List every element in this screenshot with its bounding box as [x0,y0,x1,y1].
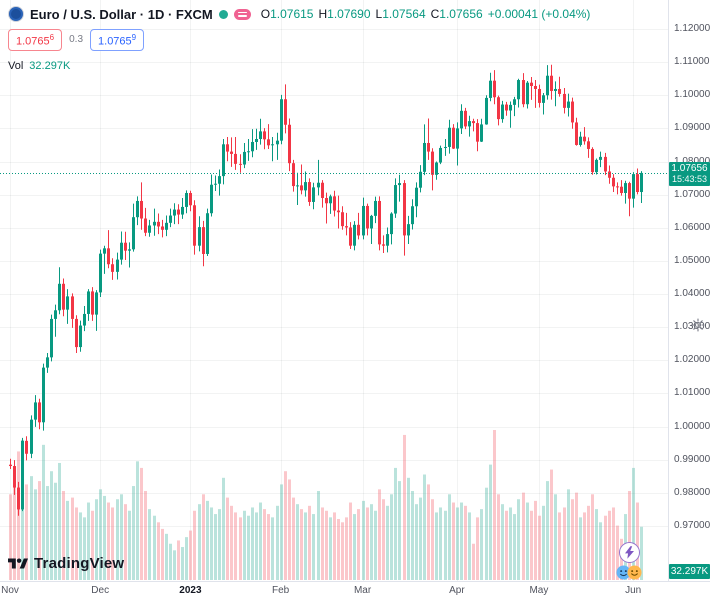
open-value: 1.07615 [270,7,314,21]
symbol-title[interactable]: Euro / U.S. Dollar · 1D · FXCM [30,6,213,22]
symbol-logo-icon [8,6,24,22]
volume-legend-row: Vol 32.297K [8,60,590,72]
price-axis-label: 1.09000 [674,122,710,134]
dot-indicator-icon[interactable] [218,9,228,19]
time-axis-label: Mar [353,585,372,596]
spread-value: 0.3 [69,34,84,46]
time-axis-label: Feb [271,585,290,596]
price-axis-label: 1.06000 [674,221,710,233]
volume-label[interactable]: Vol [8,59,24,72]
price-axis-label: 1.08000 [674,156,710,167]
price-axis-label: 1.01000 [674,387,710,399]
price-scale-settings-icon[interactable] [691,318,705,332]
price-axis-label: 1.10000 [674,89,710,101]
price-scale[interactable]: 1.12000 1.11000 1.10000 1.09000 1.08000 1.070… [668,0,710,582]
symbol-row: Euro / U.S. Dollar · 1D · FXCM O1.07615 … [8,6,590,22]
current-price-value: 1.07656 [671,162,708,174]
price-axis-label: 1.05000 [674,254,710,266]
time-scale[interactable]: Nov Dec 2023 Feb Mar Apr May Jun [0,581,710,600]
price-axis-label: 0.97000 [674,520,710,531]
current-price-badge[interactable]: 1.07656 15:43:53 [669,161,710,186]
time-axis-label: 2023 [179,585,202,596]
menu-pill-icon[interactable] [233,8,251,20]
low-value: 1.07564 [382,7,426,21]
time-axis-label: Dec [91,585,110,596]
price-axis-label: 1.03000 [674,321,710,333]
chart-legend: Euro / U.S. Dollar · 1D · FXCM O1.07615 … [8,6,590,72]
time-axis-label: May [529,585,549,596]
quote-row: 1.07656 0.3 1.07659 [8,29,590,51]
price-axis-label: 1.07000 [674,188,710,200]
close-value: 1.07656 [439,7,483,21]
price-axis-label: 1.04000 [674,288,710,300]
price-axis-label: 1.12000 [674,23,710,34]
time-axis-label: Nov [1,585,19,596]
price-axis-label: 1.02000 [674,354,710,366]
high-value: 1.07690 [327,7,371,21]
price-axis-label: 1.00000 [674,420,710,432]
emoji-reactions-icon[interactable] [616,565,642,580]
tradingview-mark-icon [8,557,28,568]
ohlc-values: O1.07615 H1.07690 L1.07564 C1.07656 +0.0… [260,7,591,21]
bar-countdown: 15:43:53 [671,173,708,184]
change-value: +0.00041 (+0.04%) [487,7,591,21]
sell-button[interactable]: 1.07656 [8,29,63,51]
volume-value: 32.297K [29,59,71,72]
price-axis-label: 0.98000 [674,486,710,498]
tradingview-logo-text: TradingView [34,555,125,572]
price-axis-label: 0.99000 [674,453,710,465]
buy-button[interactable]: 1.07659 [90,29,145,51]
price-axis-label: 1.11000 [674,56,710,68]
tradingview-logo[interactable]: TradingView [8,555,124,572]
lightning-icon[interactable] [619,542,640,563]
time-axis-label: Apr [449,585,465,596]
volume-axis-badge: 32.297K [669,564,710,579]
time-axis-label: Jun [625,585,642,596]
